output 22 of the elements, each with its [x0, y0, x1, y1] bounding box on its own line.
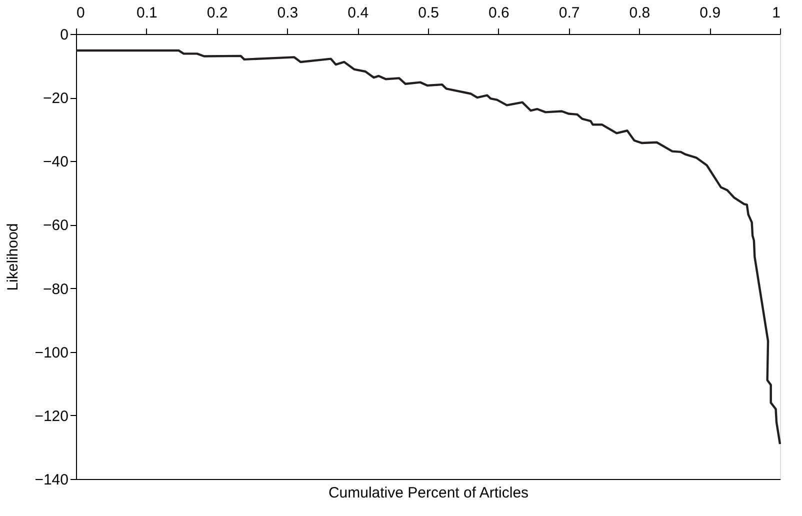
y-tick-label: 0	[60, 26, 68, 44]
x-tick-label: 0	[76, 4, 85, 22]
x-tick-label: 0.5	[418, 4, 439, 22]
x-tick-label: 0.9	[700, 4, 721, 22]
y-tick-label: −100	[34, 344, 68, 362]
y-tick-label: −140	[34, 472, 68, 488]
x-tick-label: 0.8	[629, 4, 650, 22]
x-tick-label: 0.7	[558, 4, 580, 22]
x-tick-label: 0.3	[277, 4, 298, 22]
y-tick-label: −40	[43, 154, 68, 171]
y-axis-title: Likelihood	[4, 223, 22, 291]
x-tick-label: 0.4	[348, 4, 369, 22]
y-tick-label: −120	[34, 408, 68, 425]
y-tick-label: −60	[43, 217, 68, 234]
x-tick-label: 0.2	[206, 4, 228, 22]
x-tick-label: 0.6	[488, 4, 510, 22]
x-tick-label: 0.1	[136, 4, 158, 22]
x-tick-label: 1	[772, 4, 780, 22]
x-axis-title: Cumulative Percent of Articles	[328, 484, 529, 502]
y-tick-label: −20	[43, 90, 68, 108]
y-tick-label: −80	[43, 280, 68, 298]
line-series	[74, 49, 782, 446]
